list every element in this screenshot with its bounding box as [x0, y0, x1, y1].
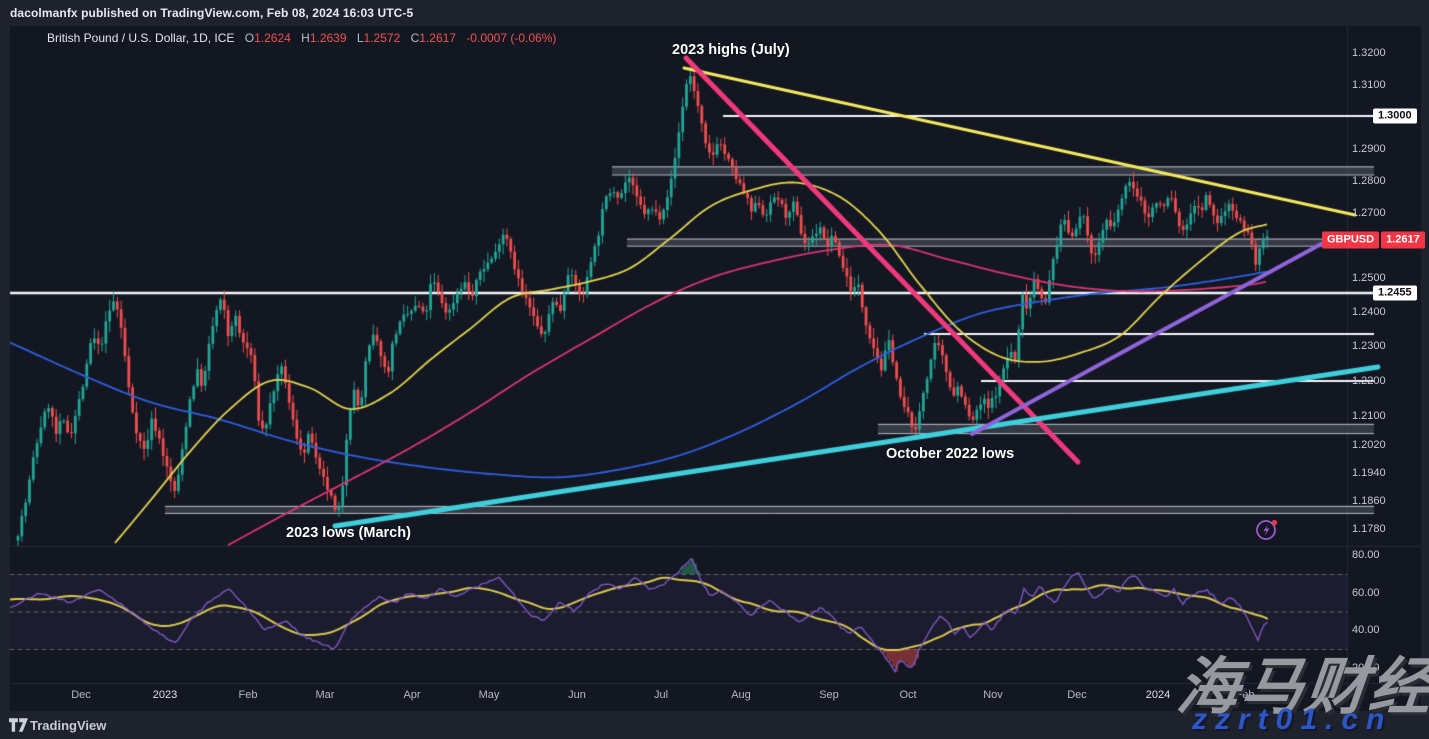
last-price-value: 1.2617 [1381, 231, 1425, 249]
close-label: C [410, 31, 420, 45]
price-tick: 1.2455 [1373, 285, 1417, 301]
rsi-tick: 40.00 [1352, 624, 1380, 636]
rsi-tick: 80.00 [1352, 549, 1380, 561]
time-label-month: Sep [819, 689, 839, 701]
price-tick: 1.2200 [1352, 375, 1386, 387]
price-tick: 1.2100 [1352, 410, 1386, 422]
price-tick: 1.2900 [1352, 142, 1386, 155]
time-label-year: 2024 [1145, 689, 1171, 701]
high-value: 1.2639 [309, 31, 347, 45]
tradingview-logo-icon[interactable] [9, 718, 28, 737]
time-label-year: 2023 [152, 689, 178, 701]
time-label-month: Apr [403, 689, 421, 701]
last-price-symbol: GBPUSD [1322, 231, 1380, 249]
price-tick: 1.2300 [1352, 340, 1386, 352]
price-tick: 1.1860 [1352, 495, 1386, 507]
price-tick: 1.2400 [1352, 305, 1386, 318]
price-tick: 1.1940 [1352, 467, 1386, 479]
price-tick: 1.1780 [1352, 523, 1386, 535]
symbol-title: British Pound / U.S. Dollar, 1D, ICE [47, 31, 235, 45]
close-value: 1.2617 [419, 31, 456, 45]
symbol-legend: British Pound / U.S. Dollar, 1D, ICE O1.… [47, 31, 556, 45]
price-tick: 1.3200 [1352, 47, 1386, 59]
annotation-2023-lows[interactable]: 2023 lows (March) [286, 525, 411, 541]
tradingview-brand[interactable]: TradingView [30, 718, 107, 733]
time-label-month: Feb [1235, 689, 1255, 701]
price-tick: 1.2700 [1352, 207, 1386, 219]
change-value: -0.0007 (-0.06%) [466, 31, 557, 45]
rsi-tick: 60.00 [1352, 587, 1380, 599]
time-label-month: Dec [1067, 689, 1087, 701]
price-tick: 1.3000 [1373, 108, 1417, 124]
watermark-url: zzrt01.cn [1192, 703, 1393, 736]
last-price-badge: GBPUSD 1.2617 [1322, 231, 1425, 249]
time-label-month: May [478, 689, 500, 701]
open-value: 1.2624 [254, 31, 291, 45]
time-label-month: Jun [568, 689, 586, 701]
time-label-month: Feb [238, 689, 258, 701]
low-label: L [356, 31, 364, 45]
high-label: H [301, 31, 310, 45]
time-label-month: Nov [983, 689, 1003, 701]
lightning-badge-icon[interactable] [1253, 515, 1281, 543]
price-tick: 1.3100 [1352, 78, 1386, 91]
time-label-month: Jul [653, 689, 669, 701]
time-label-month: Dec [71, 689, 91, 701]
rsi-tick: 20.00 [1352, 662, 1380, 674]
price-tick: 1.2500 [1352, 272, 1386, 285]
time-label-month: Mar [1320, 689, 1340, 701]
time-label-month: Oct [899, 689, 917, 701]
time-label-month: Aug [731, 689, 751, 701]
open-label: O [244, 31, 255, 45]
low-value: 1.2572 [363, 31, 401, 45]
time-label-month: Mar [315, 689, 335, 701]
annotation-2023-highs[interactable]: 2023 highs (July) [672, 42, 790, 58]
price-tick: 1.2800 [1352, 175, 1386, 187]
bottom-toolbar: TradingView [0, 711, 1429, 739]
annotation-october-2022-lows[interactable]: October 2022 lows [886, 446, 1015, 462]
price-tick: 1.2020 [1352, 438, 1386, 451]
